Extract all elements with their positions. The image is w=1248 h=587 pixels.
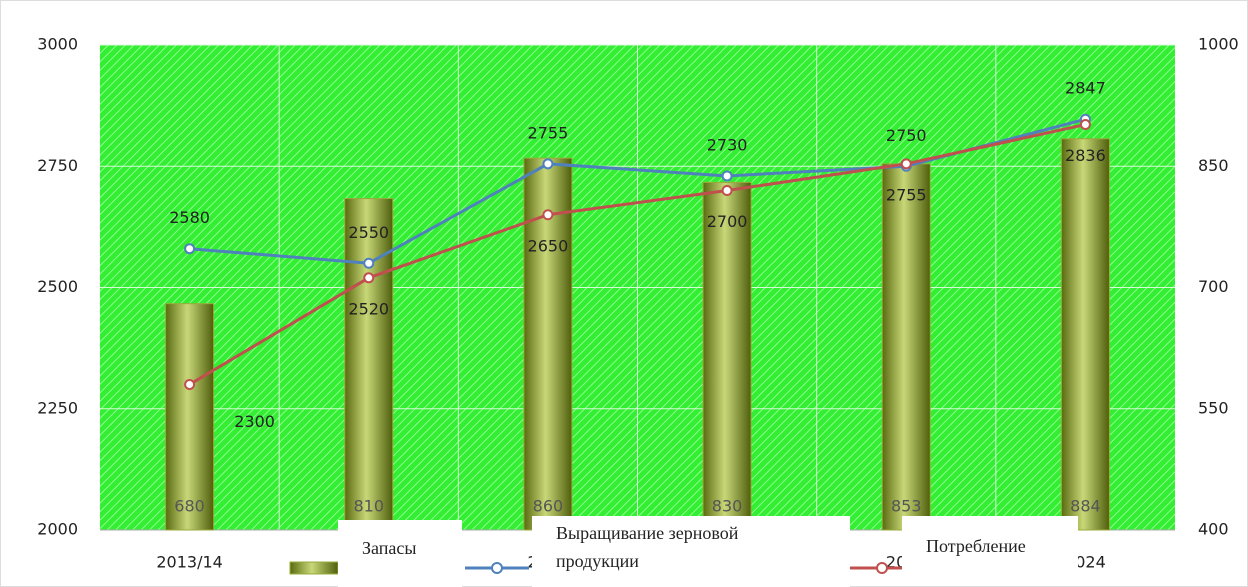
legend-label: Выращивание зерновой продукции	[556, 523, 739, 571]
y-tick-label: 2000	[37, 520, 78, 539]
line-marker	[363, 272, 375, 284]
y-tick-label: 2250	[37, 398, 78, 417]
y2-tick-label: 850	[1198, 156, 1229, 175]
legend-label-line: продукции	[556, 551, 639, 571]
legend-label: Запасы	[362, 538, 416, 558]
line-value-label: 2650	[528, 236, 569, 255]
legend-marker	[876, 562, 888, 574]
line-value-label: 2755	[886, 185, 927, 204]
line	[188, 123, 1086, 386]
bar-value-label: 680	[174, 497, 205, 516]
bar-value-label: 860	[533, 497, 564, 516]
line-marker	[1079, 119, 1091, 131]
line-marker	[542, 209, 554, 221]
line-value-label: 2755	[528, 123, 569, 142]
bar	[702, 181, 752, 531]
line-marker	[721, 170, 733, 182]
bar-value-label: 810	[353, 497, 384, 516]
legend-marker	[491, 562, 503, 574]
line-value-label: 2520	[348, 299, 389, 318]
line-value-label: 2550	[348, 223, 389, 242]
line-value-label: 2750	[886, 126, 927, 145]
line-marker	[542, 158, 554, 170]
legend-label: Потребление	[926, 536, 1026, 556]
line-value-label: 2300	[234, 412, 275, 431]
bar-value-label: 853	[891, 497, 922, 516]
line-marker	[184, 379, 196, 390]
legend-swatch	[289, 561, 339, 575]
legend-box	[532, 516, 850, 587]
bar	[1060, 138, 1110, 531]
x-tick-label: 2013/14	[156, 553, 222, 572]
bar	[881, 163, 931, 531]
y-tick-label: 2750	[37, 156, 78, 175]
legend-box	[902, 516, 1078, 580]
y-tick-label: 3000	[37, 35, 78, 54]
y-tick-label: 2500	[37, 277, 78, 296]
line-value-label: 2836	[1065, 146, 1106, 165]
y2-tick-label: 550	[1198, 398, 1229, 417]
line-marker	[721, 185, 733, 196]
y2-tick-label: 400	[1198, 520, 1229, 539]
line-marker	[184, 243, 196, 255]
bar-value-label: 830	[712, 497, 743, 516]
bar	[344, 198, 394, 531]
line-value-label: 2580	[169, 208, 210, 227]
legend-box	[338, 520, 462, 587]
line-value-label: 2700	[707, 212, 748, 231]
line-marker	[363, 257, 375, 269]
line-value-label: 2847	[1065, 79, 1106, 98]
line-value-label: 2730	[707, 135, 748, 154]
bar	[165, 303, 215, 531]
line-marker	[900, 158, 912, 170]
y2-tick-label: 700	[1198, 277, 1229, 296]
y2-tick-label: 1000	[1198, 35, 1239, 54]
legend-label-line: Выращивание зерновой	[556, 523, 739, 543]
bar-value-label: 884	[1070, 497, 1101, 516]
